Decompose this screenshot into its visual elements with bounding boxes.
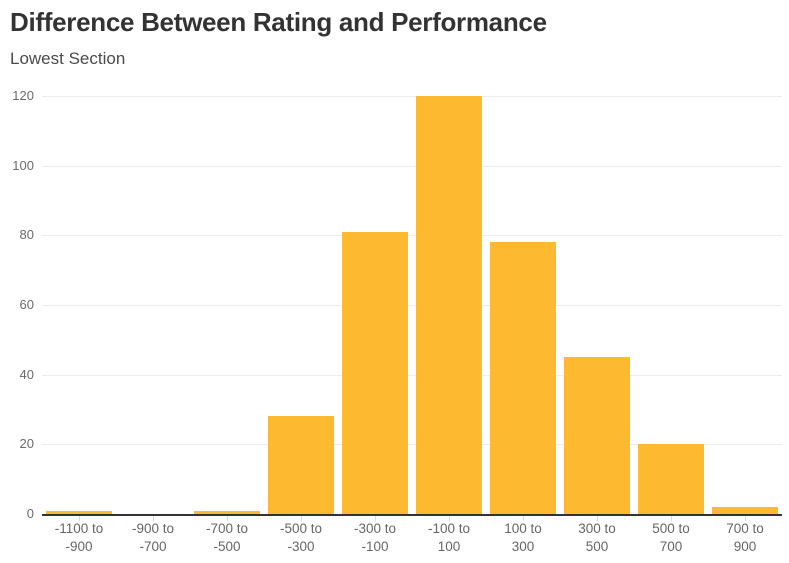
x-tick-label-line2: -300 xyxy=(287,539,315,554)
x-tick-label: 500 to 700 xyxy=(634,520,708,556)
x-tick-mark xyxy=(745,516,746,521)
x-tick-label-line2: 100 xyxy=(437,539,461,554)
gridline-y-20 xyxy=(42,444,782,446)
x-tick-label-line2: -500 xyxy=(213,539,241,554)
gridline-y-60 xyxy=(42,305,782,306)
x-tick-label-line1: -1100 to xyxy=(54,521,104,536)
x-tick-mark xyxy=(523,516,524,521)
x-tick-label: 300 to 500 xyxy=(560,520,634,556)
x-tick-mark xyxy=(449,516,450,521)
y-tick-label: 0 xyxy=(26,506,34,521)
chart-subtitle: Lowest Section xyxy=(10,49,126,68)
x-tick-label-line2: 500 xyxy=(585,539,609,554)
bar-700-to-900 xyxy=(712,507,778,514)
bar-500-to-700 xyxy=(638,444,704,514)
x-tick-label-line1: 100 to xyxy=(504,521,542,536)
x-tick-mark xyxy=(597,516,598,521)
x-tick-label: 700 to 900 xyxy=(708,520,782,556)
x-tick-label-line1: -500 to xyxy=(279,521,323,536)
gridline-y-80 xyxy=(42,235,782,237)
bar-300-to-500 xyxy=(564,357,630,514)
bar--100-to-100 xyxy=(416,96,482,514)
chart-title: Difference Between Rating and Performanc… xyxy=(10,7,547,37)
x-tick-label-line2: -900 xyxy=(65,539,93,554)
bar--300-to--100 xyxy=(342,231,408,514)
y-tick-label: 100 xyxy=(12,157,34,173)
gridline-y-120 xyxy=(42,96,782,97)
y-tick-label: 20 xyxy=(19,436,34,452)
x-tick-label: -700 to -500 xyxy=(190,520,264,556)
x-tick-label-line1: 700 to xyxy=(726,521,764,536)
x-tick-mark xyxy=(301,516,302,521)
y-tick-label: 120 xyxy=(12,88,34,103)
x-tick-label: 100 to 300 xyxy=(486,520,560,556)
x-tick-label: -300 to -100 xyxy=(338,520,412,556)
x-tick-mark xyxy=(79,516,80,521)
x-tick-label-line2: -700 xyxy=(139,539,167,554)
bar--700-to--500 xyxy=(194,510,260,514)
x-tick-label-line1: 300 to xyxy=(578,521,616,536)
x-tick-label-line2: 900 xyxy=(733,539,757,554)
x-tick-label-line1: -300 to xyxy=(353,521,397,536)
plot-area xyxy=(42,96,782,516)
gridline-y-40 xyxy=(42,374,782,376)
x-tick-label-line1: -700 to xyxy=(205,521,249,536)
gridline-y-100 xyxy=(42,165,782,167)
x-tick-label: -900 to -700 xyxy=(116,520,190,556)
x-tick-label: -100 to 100 xyxy=(412,520,486,556)
y-tick-label: 40 xyxy=(19,366,34,382)
x-tick-mark xyxy=(671,516,672,521)
x-tick-label-line2: 700 xyxy=(659,539,683,554)
x-tick-mark xyxy=(227,516,228,521)
x-axis: -1100 to -900 -900 to -700 -700 to -500 -500 t… xyxy=(42,520,782,556)
x-tick-label: -500 to -300 xyxy=(264,520,338,556)
x-tick-label-line1: 500 to xyxy=(652,521,690,536)
x-tick-mark xyxy=(375,516,376,521)
x-tick-label-line1: -100 to xyxy=(427,521,471,536)
bar--500-to--300 xyxy=(268,416,334,514)
bar-100-to-300 xyxy=(490,242,556,514)
x-tick-label-line2: 300 xyxy=(511,539,535,554)
x-tick-label: -1100 to -900 xyxy=(42,520,116,556)
x-tick-label-line1: -900 to xyxy=(131,521,175,536)
x-tick-label-line2: -100 xyxy=(361,539,389,554)
x-tick-mark xyxy=(153,516,154,521)
y-tick-label: 80 xyxy=(19,227,34,243)
bar--1100-to--900 xyxy=(46,510,112,514)
y-tick-label: 60 xyxy=(19,297,34,312)
